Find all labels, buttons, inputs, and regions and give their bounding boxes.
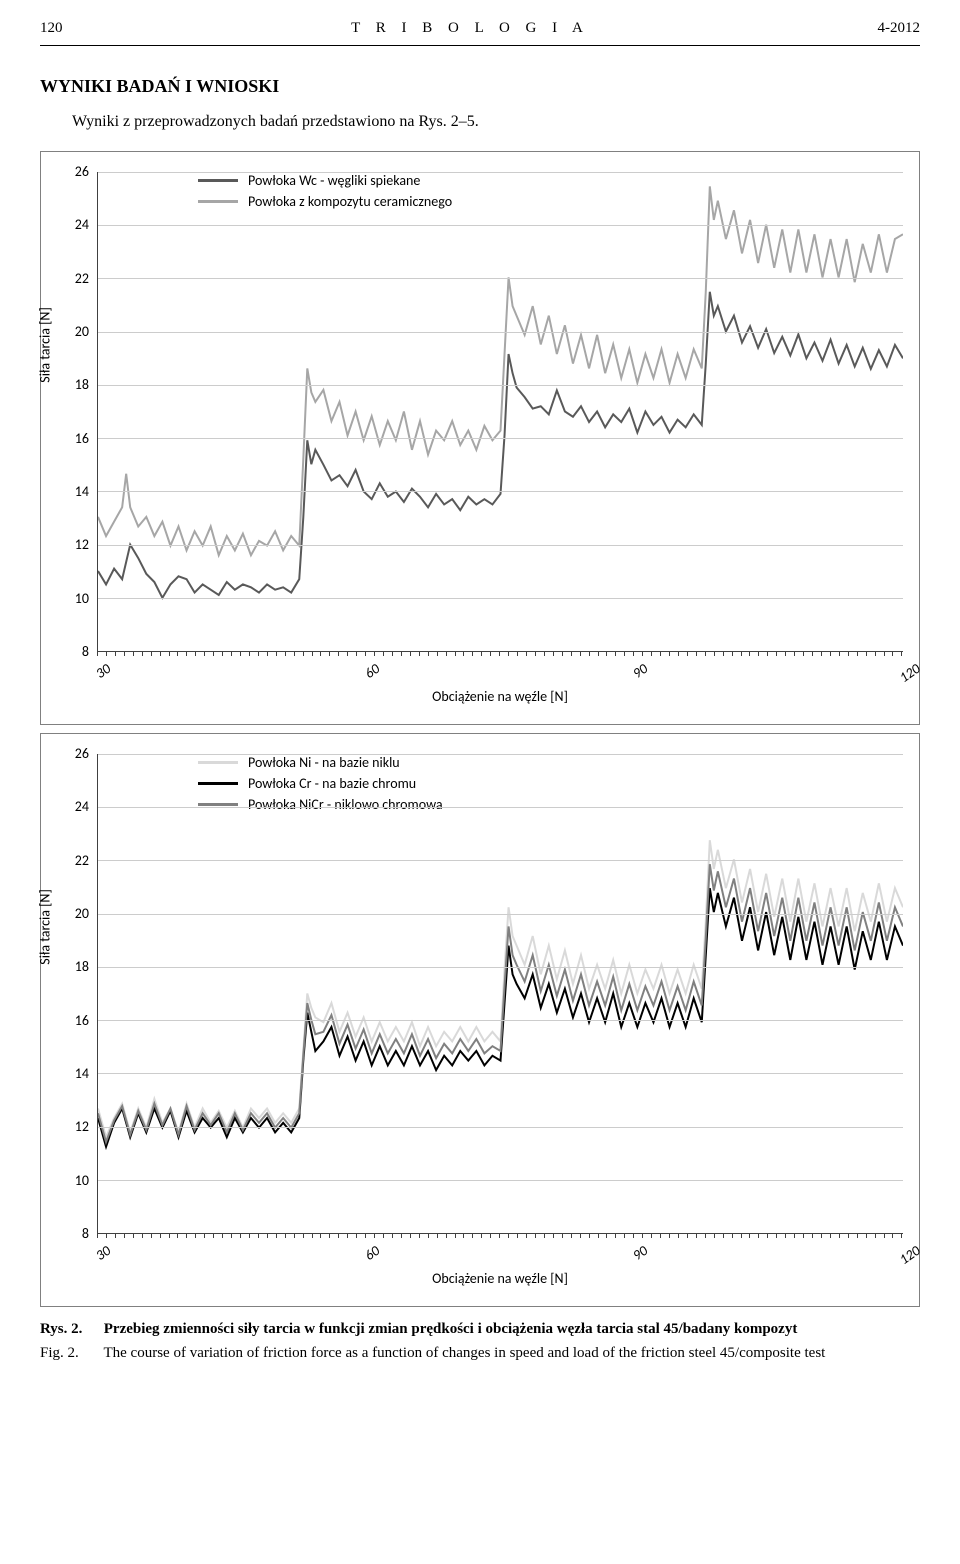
gridline — [98, 438, 903, 439]
gridline — [98, 860, 903, 861]
gridline — [98, 807, 903, 808]
caption-en-text: The course of variation of friction forc… — [103, 1345, 825, 1361]
caption-pl-label: Rys. 2. — [40, 1319, 100, 1341]
y-tick: 20 — [75, 325, 89, 339]
y-tick: 12 — [75, 1120, 89, 1134]
series-line — [98, 888, 903, 1147]
gridline — [98, 1180, 903, 1181]
x-tick: 30 — [92, 1242, 113, 1264]
y-tick: 16 — [75, 432, 89, 446]
x-tick: 60 — [361, 660, 382, 682]
gridline — [98, 967, 903, 968]
journal-title: T R I B O L O G I A — [351, 20, 589, 37]
y-tick: 8 — [82, 1227, 89, 1241]
y-tick: 8 — [82, 645, 89, 659]
chart-2: Siła tarcia [N] 8 10 12 14 16 18 20 22 24 26 Powł… — [40, 733, 920, 1307]
gridline — [98, 278, 903, 279]
gridline — [98, 598, 903, 599]
y-tick: 24 — [75, 800, 89, 814]
y-tick: 22 — [75, 272, 89, 286]
chart2-y-label: Siła tarcia [N] — [37, 889, 54, 965]
x-tick: 30 — [92, 660, 113, 682]
figure-caption: Rys. 2. Przebieg zmienności siły tarcia … — [40, 1319, 920, 1365]
y-tick: 26 — [75, 747, 89, 761]
section-title: WYNIKI BADAŃ I WNIOSKI — [40, 76, 920, 97]
gridline — [98, 754, 903, 755]
y-tick: 20 — [75, 907, 89, 921]
gridline — [98, 172, 903, 173]
issue-number: 4-2012 — [878, 20, 921, 37]
y-tick: 16 — [75, 1014, 89, 1028]
chart2-lines — [98, 754, 903, 1233]
y-tick: 10 — [75, 1174, 89, 1188]
gridline — [98, 545, 903, 546]
chart1-y-label: Siła tarcia [N] — [37, 307, 54, 383]
page-number: 120 — [40, 20, 63, 37]
page-header: 120 T R I B O L O G I A 4-2012 — [40, 20, 920, 37]
x-tick: 90 — [630, 1242, 651, 1264]
y-tick: 18 — [75, 960, 89, 974]
series-line — [98, 840, 903, 1137]
chart-1: Siła tarcia [N] 8 10 12 14 16 18 20 22 24 26 Powł… — [40, 151, 920, 725]
gridline — [98, 914, 903, 915]
gridline — [98, 1127, 903, 1128]
gridline — [98, 225, 903, 226]
x-tick: 90 — [630, 660, 651, 682]
chart1-plot: Powłoka Wc - węgliki spiekanePowłoka z k… — [97, 172, 903, 652]
chart2-x-label: Obciążenie na węźle [N] — [432, 1270, 568, 1287]
y-tick: 14 — [75, 485, 89, 499]
chart2-x-axis: 306090120 Obciążenie na węźle [N] — [97, 1234, 903, 1294]
y-tick: 14 — [75, 1067, 89, 1081]
y-tick: 18 — [75, 378, 89, 392]
chart2-y-axis: Siła tarcia [N] 8101214161820222426 — [57, 754, 97, 1234]
x-tick: 120 — [896, 660, 923, 686]
y-tick: 22 — [75, 854, 89, 868]
y-tick: 10 — [75, 592, 89, 606]
caption-pl-text: Przebieg zmienności siły tarcia w funkcj… — [104, 1321, 798, 1337]
x-tick: 120 — [896, 1242, 923, 1268]
gridline — [98, 1073, 903, 1074]
caption-en-label: Fig. 2. — [40, 1343, 100, 1365]
chart1-lines — [98, 172, 903, 651]
chart1-x-axis: 306090120 Obciążenie na węźle [N] — [97, 652, 903, 712]
y-tick: 12 — [75, 538, 89, 552]
series-line — [98, 186, 903, 555]
x-tick: 60 — [361, 1242, 382, 1264]
y-tick: 24 — [75, 218, 89, 232]
body-text: Wyniki z przeprowadzonych badań przedsta… — [40, 113, 920, 131]
chart2-plot: Powłoka Ni - na bazie nikluPowłoka Cr - … — [97, 754, 903, 1234]
header-rule — [40, 45, 920, 46]
y-tick: 26 — [75, 165, 89, 179]
gridline — [98, 385, 903, 386]
gridline — [98, 491, 903, 492]
chart1-x-label: Obciążenie na węźle [N] — [432, 688, 568, 705]
series-line — [98, 864, 903, 1142]
gridline — [98, 332, 903, 333]
gridline — [98, 1020, 903, 1021]
chart1-y-axis: Siła tarcia [N] 8101214161820222426 — [57, 172, 97, 652]
